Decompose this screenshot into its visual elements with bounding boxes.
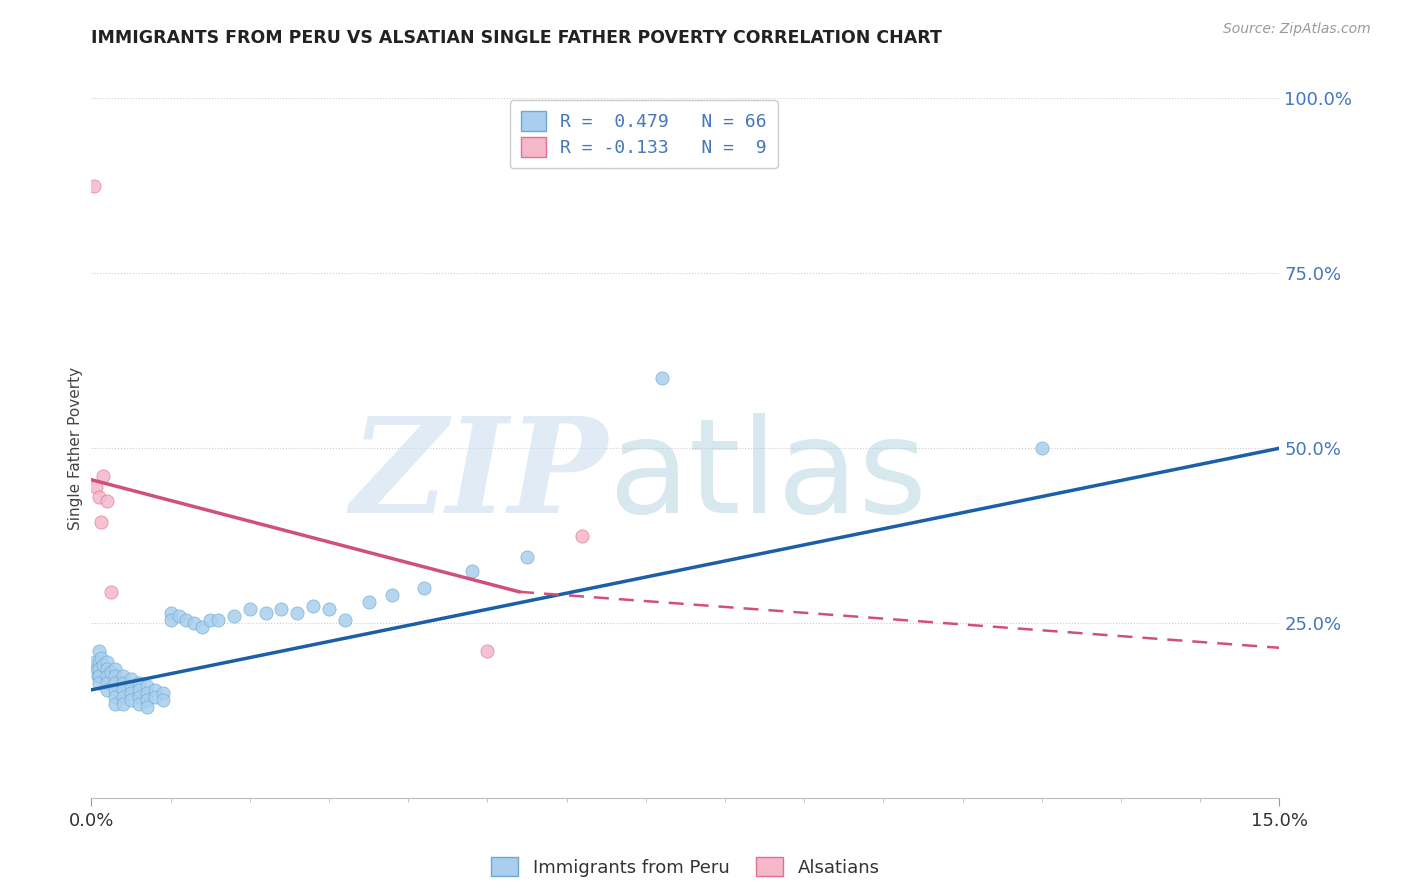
Point xyxy=(128,690,150,704)
Point xyxy=(239,602,262,616)
Point xyxy=(112,682,135,697)
Point xyxy=(91,658,114,673)
Point xyxy=(90,651,112,665)
Point xyxy=(89,490,111,504)
Point xyxy=(302,599,325,613)
Point xyxy=(96,675,118,690)
Point xyxy=(285,606,308,620)
Point xyxy=(120,679,142,693)
Point xyxy=(104,690,127,704)
Point xyxy=(104,675,127,690)
Point xyxy=(112,675,135,690)
Point xyxy=(83,178,105,193)
Point xyxy=(100,665,122,680)
Point xyxy=(318,602,340,616)
Point xyxy=(135,679,157,693)
Point xyxy=(87,669,110,683)
Point xyxy=(357,595,380,609)
Text: Source: ZipAtlas.com: Source: ZipAtlas.com xyxy=(1223,22,1371,37)
Point xyxy=(200,613,222,627)
Point xyxy=(152,686,174,700)
Point xyxy=(159,613,181,627)
Point xyxy=(460,564,482,578)
Point xyxy=(159,606,181,620)
Point xyxy=(120,686,142,700)
Point xyxy=(89,655,111,669)
Point xyxy=(333,613,356,627)
Point xyxy=(143,690,166,704)
Point xyxy=(176,613,198,627)
Point xyxy=(112,669,135,683)
Point xyxy=(128,682,150,697)
Point xyxy=(413,582,436,596)
Point xyxy=(112,697,135,711)
Point xyxy=(120,693,142,707)
Point xyxy=(254,606,277,620)
Point xyxy=(89,662,111,676)
Point xyxy=(651,371,673,385)
Point xyxy=(84,480,107,494)
Point xyxy=(112,690,135,704)
Point xyxy=(104,662,127,676)
Point xyxy=(183,616,205,631)
Point xyxy=(84,655,107,669)
Point xyxy=(104,682,127,697)
Point xyxy=(191,620,214,634)
Point xyxy=(89,669,111,683)
Point xyxy=(96,662,118,676)
Point xyxy=(381,588,404,602)
Point xyxy=(270,602,292,616)
Point xyxy=(100,584,122,599)
Text: IMMIGRANTS FROM PERU VS ALSATIAN SINGLE FATHER POVERTY CORRELATION CHART: IMMIGRANTS FROM PERU VS ALSATIAN SINGLE … xyxy=(91,29,942,46)
Point xyxy=(128,697,150,711)
Legend: Immigrants from Peru, Alsatians: Immigrants from Peru, Alsatians xyxy=(484,850,887,884)
Point xyxy=(571,529,593,543)
Point xyxy=(89,675,111,690)
Point xyxy=(96,655,118,669)
Point xyxy=(90,515,112,529)
Point xyxy=(222,609,245,624)
Point xyxy=(96,493,118,508)
Point xyxy=(167,609,190,624)
Point xyxy=(91,469,114,483)
Point xyxy=(135,700,157,714)
Point xyxy=(143,682,166,697)
Point xyxy=(516,549,538,564)
Point xyxy=(86,662,108,676)
Point xyxy=(135,686,157,700)
Point xyxy=(207,613,229,627)
Text: ZIP: ZIP xyxy=(352,412,609,541)
Y-axis label: Single Father Poverty: Single Father Poverty xyxy=(67,367,83,530)
Point xyxy=(128,675,150,690)
Point xyxy=(104,669,127,683)
Point xyxy=(96,682,118,697)
Point xyxy=(89,644,111,658)
Point xyxy=(1031,442,1053,455)
Point xyxy=(477,644,499,658)
Point xyxy=(120,673,142,687)
Text: atlas: atlas xyxy=(609,413,927,540)
Point xyxy=(96,669,118,683)
Point xyxy=(152,693,174,707)
Point xyxy=(104,697,127,711)
Point xyxy=(135,693,157,707)
